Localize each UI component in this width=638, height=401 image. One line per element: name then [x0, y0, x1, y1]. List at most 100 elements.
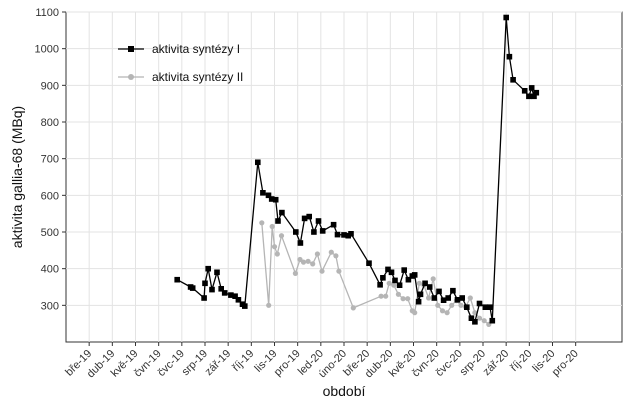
y-tick-label: 300 [41, 300, 59, 312]
legend: aktivita syntézy I aktivita syntézy II [118, 42, 243, 84]
y-axis-title: aktivita gallia-68 (MBq) [9, 106, 25, 248]
data-point-series-1 [422, 280, 428, 287]
data-point-series-1 [436, 288, 442, 295]
data-point-series-1 [445, 295, 451, 301]
data-point-series-1 [260, 190, 266, 196]
y-tick-label: 500 [41, 227, 59, 239]
data-point-series-2 [386, 280, 392, 286]
y-tick-label: 1100 [35, 7, 59, 19]
data-point-series-1 [521, 88, 528, 94]
data-point-series-1 [415, 298, 422, 305]
data-point-series-1 [334, 231, 341, 238]
data-point-series-1 [377, 282, 383, 288]
data-point-series-1 [235, 297, 242, 303]
data-point-series-1 [392, 277, 398, 284]
data-point-series-2 [266, 302, 272, 308]
data-point-series-2 [435, 302, 441, 308]
data-point-series-2 [405, 296, 411, 302]
data-point-series-1 [440, 297, 447, 303]
data-point-series-1 [476, 300, 483, 307]
data-point-series-1 [242, 303, 248, 309]
data-point-series-1 [454, 297, 461, 303]
data-point-series-1 [221, 290, 228, 296]
data-point-series-1 [528, 85, 535, 91]
data-point-series-1 [275, 218, 281, 224]
data-point-series-2 [430, 276, 436, 282]
data-point-series-1 [388, 269, 395, 276]
data-point-series-1 [366, 260, 372, 266]
data-point-series-1 [209, 286, 215, 293]
data-point-series-1 [426, 284, 433, 290]
data-point-series-2 [467, 295, 473, 301]
data-point-series-1 [459, 295, 465, 301]
data-point-series-1 [489, 317, 496, 324]
y-axis-ticks: 300 400 500 600 700 800 900 1000 1100 [35, 7, 66, 312]
data-point-series-2 [292, 270, 298, 276]
data-point-series-1 [232, 293, 238, 299]
data-point-series-1 [385, 266, 391, 273]
y-tick-label: 700 [41, 154, 59, 166]
data-point-series-1 [202, 280, 208, 287]
data-point-series-1 [526, 93, 532, 100]
data-point-series-1 [214, 269, 220, 276]
data-point-series-2 [449, 302, 455, 308]
legend-marker-series-1 [128, 46, 134, 52]
series-layer [174, 14, 540, 327]
grid [66, 11, 622, 342]
data-point-series-1 [510, 77, 516, 83]
data-point-series-2 [350, 305, 356, 311]
y-tick-label: 1000 [35, 44, 59, 56]
data-point-series-2 [271, 244, 278, 250]
data-point-series-2 [328, 249, 334, 255]
data-point-series-1 [405, 276, 412, 283]
data-point-series-1 [506, 53, 513, 60]
data-point-series-1 [503, 14, 509, 21]
data-point-series-1 [189, 285, 196, 291]
data-point-series-1 [228, 292, 234, 298]
legend-label-series-1: aktivita syntézy I [152, 42, 240, 56]
data-point-series-2 [305, 258, 311, 264]
data-point-series-1 [272, 196, 279, 203]
data-point-series-1 [218, 286, 224, 292]
data-point-series-2 [383, 293, 389, 299]
data-point-series-1 [315, 218, 322, 224]
data-point-series-1 [468, 315, 475, 321]
data-point-series-2 [336, 268, 342, 274]
data-point-series-1 [319, 228, 326, 234]
data-point-series-1 [464, 304, 470, 310]
data-point-series-2 [274, 251, 280, 257]
data-point-series-2 [426, 295, 432, 301]
y-tick-label: 600 [41, 190, 59, 202]
data-point-series-2 [300, 259, 307, 265]
data-point-series-2 [476, 315, 483, 321]
data-point-series-2 [333, 253, 339, 259]
y-tick-label: 800 [41, 117, 59, 129]
data-point-series-2 [481, 318, 487, 324]
data-point-series-1 [482, 304, 489, 310]
data-point-series-1 [201, 295, 207, 301]
data-point-series-1 [293, 229, 299, 235]
data-point-series-2 [395, 291, 401, 297]
data-point-series-2 [310, 261, 316, 267]
data-point-series-2 [278, 233, 285, 239]
data-point-series-2 [269, 223, 275, 230]
data-point-series-1 [174, 276, 180, 283]
data-point-series-2 [314, 251, 320, 257]
data-point-series-1 [279, 209, 285, 216]
data-point-series-2 [378, 293, 384, 299]
data-point-series-2 [400, 296, 406, 302]
data-point-series-1 [531, 93, 537, 100]
data-point-series-1 [380, 275, 386, 281]
data-point-series-1 [401, 267, 407, 273]
data-point-series-1 [533, 89, 540, 96]
data-point-series-1 [396, 282, 403, 288]
data-point-series-2 [444, 310, 450, 316]
y-tick-label: 400 [41, 264, 59, 276]
data-point-series-2 [259, 220, 265, 226]
data-point-series-1 [431, 295, 438, 301]
data-point-series-2 [412, 310, 418, 316]
data-point-series-2 [458, 302, 464, 308]
data-point-series-1 [341, 232, 347, 238]
data-point-series-2 [416, 280, 422, 286]
